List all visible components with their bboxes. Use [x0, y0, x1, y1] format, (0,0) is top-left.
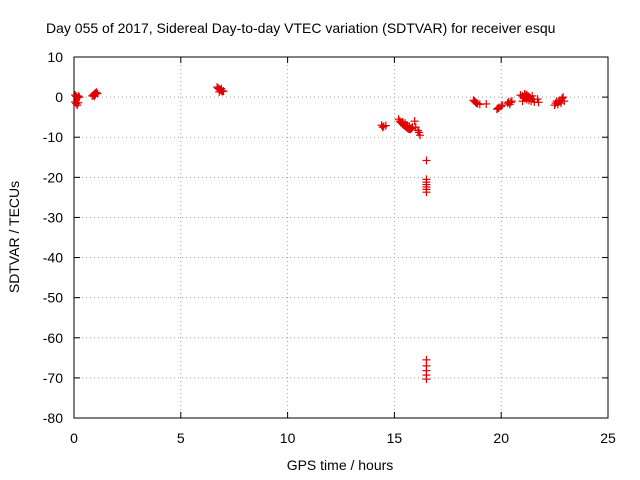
y-tick-label: -40 [43, 250, 63, 266]
data-point [416, 131, 425, 140]
data-point [422, 188, 431, 197]
data-point [422, 375, 431, 384]
tick-labels: 0 5 10 15 20 25 10 0 -10 -20 -30 -40 -50 -60 -70 -80 [43, 49, 616, 446]
data-point [422, 156, 431, 165]
y-tick-label: -20 [43, 169, 63, 185]
data-point [498, 101, 507, 110]
x-tick-label: 10 [280, 430, 296, 446]
y-tick-label: -50 [43, 290, 63, 306]
x-tick-label: 5 [177, 430, 185, 446]
data-point [518, 97, 527, 106]
y-tick-label: 10 [47, 49, 63, 65]
plot-frame [73, 56, 609, 419]
data-point [413, 126, 422, 135]
data-point [559, 93, 568, 102]
data-point [378, 123, 387, 132]
grid-lines [74, 57, 608, 418]
data-point [90, 92, 99, 101]
data-point [217, 84, 226, 93]
x-tick-label: 0 [70, 430, 78, 446]
data-point [398, 117, 407, 126]
x-tick-label: 25 [600, 430, 616, 446]
chart-title: Day 055 of 2017, Sidereal Day-to-day VTE… [46, 20, 555, 36]
data-point [379, 122, 388, 131]
data-point [560, 97, 569, 106]
data-point [471, 98, 480, 107]
y-tick-label: -30 [43, 209, 63, 225]
data-point [75, 93, 84, 102]
data-point [497, 102, 506, 111]
y-tick-label: 0 [55, 89, 63, 105]
y-tick-label: -10 [43, 129, 63, 145]
data-point [506, 98, 515, 107]
data-point [91, 90, 100, 99]
data-point [482, 99, 491, 108]
x-tick-label: 20 [493, 430, 509, 446]
data-point [74, 98, 83, 107]
axis-ticks [73, 56, 609, 419]
y-tick-label: -80 [43, 410, 63, 426]
y-tick-label: -70 [43, 370, 63, 386]
x-tick-label: 15 [387, 430, 403, 446]
data-point [410, 117, 419, 126]
x-axis-title: GPS time / hours [287, 457, 394, 473]
data-points [71, 83, 569, 384]
data-point [534, 98, 543, 107]
data-point [524, 92, 533, 101]
y-axis-title: SDTVAR / TECUs [6, 181, 22, 293]
y-tick-label: -60 [43, 330, 63, 346]
data-point [507, 97, 516, 106]
data-point [74, 91, 83, 100]
